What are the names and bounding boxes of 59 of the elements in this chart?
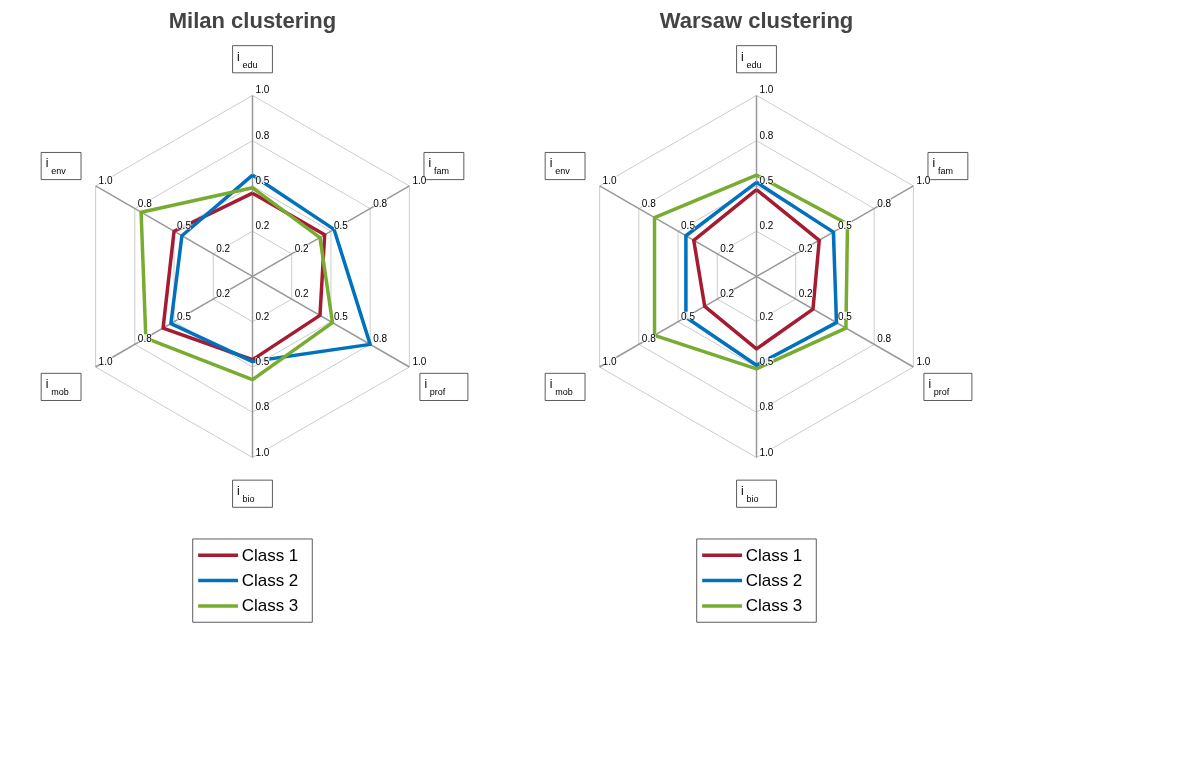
spoke-label: imob xyxy=(45,377,69,398)
text: 1.0 xyxy=(602,355,617,367)
text: 1.0 xyxy=(98,355,113,367)
text: 1.0 xyxy=(412,174,427,186)
spoke-label: ifam xyxy=(932,156,953,177)
legend-label: Class 1 xyxy=(745,545,803,565)
text: 1.0 xyxy=(412,355,427,367)
text: 1.0 xyxy=(602,174,617,186)
text: 0.5 xyxy=(333,310,348,322)
text: 0.8 xyxy=(373,333,388,345)
chart-title: Milan clustering xyxy=(168,7,337,33)
text: 0.8 xyxy=(877,197,892,209)
y-tick-label: 0.2 xyxy=(255,310,270,322)
text: 1.0 xyxy=(98,174,113,186)
legend-label: Class 2 xyxy=(241,571,299,591)
y-tick-label: 0.5 xyxy=(759,355,774,367)
text: 0.2 xyxy=(798,242,813,254)
text: 0.8 xyxy=(373,197,388,209)
y-tick-label: 0.8 xyxy=(255,401,270,413)
legend-label: Class 3 xyxy=(745,596,803,616)
text: 0.2 xyxy=(216,288,231,300)
spoke-label: imob xyxy=(549,377,573,398)
spoke-label: ibio xyxy=(237,484,255,505)
text: 0.8 xyxy=(877,333,892,345)
spoke-label: iprof xyxy=(928,377,950,398)
spoke-label: iedu xyxy=(741,49,762,70)
text: 0.8 xyxy=(641,197,656,209)
text: 0.5 xyxy=(681,220,695,232)
text: 0.2 xyxy=(720,288,735,300)
text: 0.2 xyxy=(720,242,735,254)
legend-label: Class 1 xyxy=(241,545,299,565)
y-tick-label: 1.0 xyxy=(759,446,774,458)
spoke-label: ibio xyxy=(741,484,759,505)
legend-label: Class 3 xyxy=(241,596,299,616)
text: 0.5 xyxy=(837,220,852,232)
text: 0.5 xyxy=(333,220,348,232)
text: 0.2 xyxy=(798,288,813,300)
y-tick-label: 0.8 xyxy=(759,401,774,413)
text: 0.5 xyxy=(837,310,852,322)
text: 0.5 xyxy=(177,310,191,322)
text: 0.5 xyxy=(177,220,191,232)
spoke-label: iprof xyxy=(424,377,446,398)
spoke-label: ienv xyxy=(549,156,571,177)
text: 0.2 xyxy=(294,242,309,254)
text: 0.5 xyxy=(681,310,695,322)
text: 0.2 xyxy=(294,288,309,300)
text: 1.0 xyxy=(916,174,931,186)
text: 0.2 xyxy=(216,242,231,254)
y-tick-label: 0.2 xyxy=(759,310,774,322)
text: 0.8 xyxy=(641,333,656,345)
text: 1.0 xyxy=(916,355,931,367)
y-tick-label: 0.5 xyxy=(255,355,270,367)
text: 0.8 xyxy=(137,197,152,209)
y-tick-label: 1.0 xyxy=(255,446,270,458)
legend-label: Class 2 xyxy=(745,571,803,591)
spoke-label: iedu xyxy=(237,49,258,70)
spoke-label: ifam xyxy=(428,156,449,177)
chart-title: Warsaw clustering xyxy=(659,7,854,33)
spoke-label: ienv xyxy=(45,156,67,177)
